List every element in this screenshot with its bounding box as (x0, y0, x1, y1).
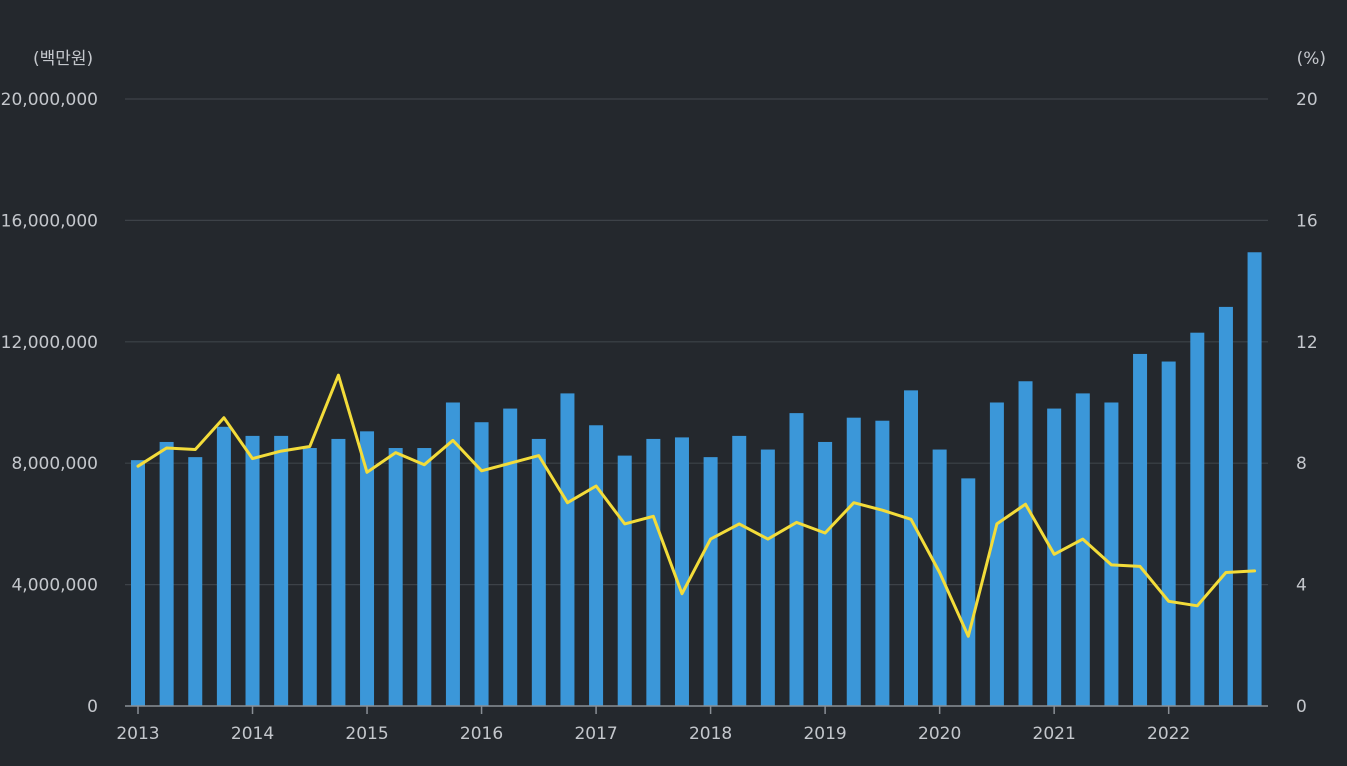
bar (417, 448, 432, 706)
left-axis-tick-label: 16,000,000 (1, 211, 98, 231)
bar (531, 438, 546, 706)
left-axis-tick-label: 8,000,000 (11, 454, 98, 474)
bar (159, 441, 174, 706)
x-axis-tick-label: 2017 (574, 724, 617, 744)
right-axis-tick-label: 20 (1296, 90, 1318, 110)
bar (474, 422, 489, 706)
x-axis-tick-label: 2021 (1033, 724, 1076, 744)
x-axis-tick-label: 2022 (1147, 724, 1190, 744)
right-axis-tick-label: 4 (1296, 576, 1307, 596)
right-axis-tick-label: 12 (1296, 333, 1318, 353)
x-axis-tick-label: 2013 (116, 724, 159, 744)
bar (331, 438, 346, 706)
bar (703, 457, 718, 706)
bar (131, 460, 145, 706)
bar (1104, 402, 1119, 706)
bar (674, 437, 689, 706)
bar (760, 449, 775, 706)
bar (589, 425, 604, 706)
line-series (136, 373, 1257, 638)
bar (732, 435, 747, 706)
bar (1161, 361, 1176, 706)
left-axis-tick-label: 4,000,000 (11, 576, 98, 596)
bar (1133, 353, 1148, 706)
bar (188, 457, 203, 706)
bar (245, 435, 260, 706)
x-axis-tick-label: 2014 (231, 724, 274, 744)
right-axis-unit-label: (%) (1297, 49, 1326, 69)
right-axis-tick-label: 16 (1296, 211, 1318, 231)
right-axis-tick-label: 0 (1296, 697, 1307, 717)
bar (932, 449, 947, 706)
bar (646, 438, 661, 706)
bar (216, 426, 231, 706)
bar (302, 448, 317, 706)
left-axis-tick-label: 12,000,000 (1, 333, 98, 353)
bar (846, 417, 861, 706)
series-line (136, 373, 1257, 638)
bar (989, 402, 1004, 706)
bar (961, 478, 976, 706)
bar (388, 448, 403, 706)
left-axis-tick-label: 0 (87, 697, 98, 717)
bar (1047, 408, 1062, 706)
bar (445, 402, 460, 706)
bar (360, 431, 375, 706)
bar (904, 390, 919, 706)
gridlines (125, 98, 1268, 586)
bar-series (131, 252, 1262, 706)
bar (1190, 332, 1205, 706)
axes: 0 0 4,000,000 4 8,000,000 8 12,000,000 12 16,000… (1, 90, 1318, 744)
bar (1018, 381, 1033, 706)
bar (560, 393, 575, 706)
bar (1075, 393, 1090, 706)
bar (818, 441, 833, 706)
x-axis-tick-label: 2016 (460, 724, 503, 744)
bar (274, 435, 289, 706)
bar (1247, 252, 1262, 706)
bar (875, 420, 890, 706)
left-axis-unit-label: (백만원) (33, 49, 93, 69)
bar (617, 455, 632, 706)
x-axis-tick-label: 2015 (345, 724, 388, 744)
x-axis-tick-label: 2019 (803, 724, 846, 744)
x-axis-tick-label: 2018 (689, 724, 732, 744)
bar (1218, 306, 1233, 706)
bar (503, 408, 518, 706)
bar (789, 413, 804, 706)
left-axis-tick-label: 20,000,000 (1, 90, 98, 110)
right-axis-tick-label: 8 (1296, 454, 1307, 474)
x-axis-tick-label: 2020 (918, 724, 961, 744)
